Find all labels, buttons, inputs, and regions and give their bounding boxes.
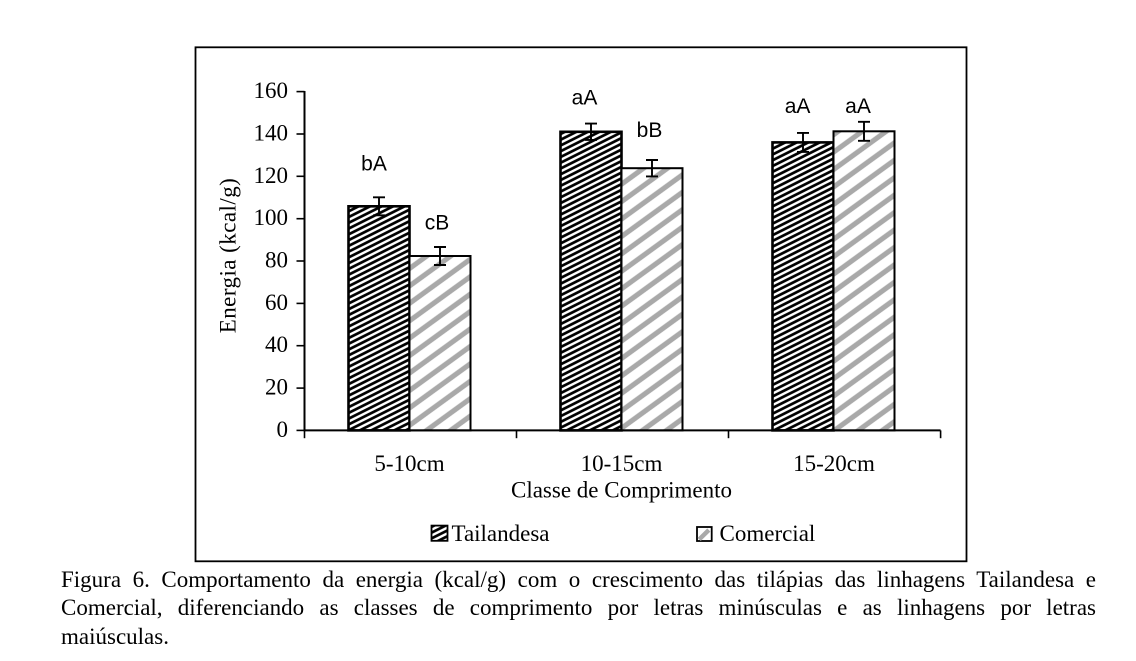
svg-text:160: 160 <box>254 78 289 103</box>
svg-text:10-15cm: 10-15cm <box>581 451 663 476</box>
svg-text:40: 40 <box>265 332 288 357</box>
svg-text:Classe de Comprimento: Classe de Comprimento <box>511 478 732 503</box>
svg-text:100: 100 <box>254 205 289 230</box>
svg-text:20: 20 <box>265 375 288 400</box>
svg-text:aA: aA <box>785 95 811 118</box>
svg-text:bB: bB <box>637 119 663 142</box>
svg-text:60: 60 <box>265 290 288 315</box>
svg-text:5-10cm: 5-10cm <box>374 451 444 476</box>
svg-text:aA: aA <box>572 87 598 110</box>
svg-text:cB: cB <box>425 211 450 234</box>
svg-text:120: 120 <box>254 163 289 188</box>
svg-text:bA: bA <box>361 153 387 176</box>
svg-text:140: 140 <box>254 121 289 146</box>
svg-text:Comercial: Comercial <box>720 521 816 546</box>
svg-text:15-20cm: 15-20cm <box>793 451 875 476</box>
svg-text:aA: aA <box>845 95 871 118</box>
svg-text:Tailandesa: Tailandesa <box>452 521 550 546</box>
svg-text:0: 0 <box>277 417 289 442</box>
svg-text:80: 80 <box>265 248 288 273</box>
svg-text:Energia (kcal/g): Energia (kcal/g) <box>216 178 241 334</box>
